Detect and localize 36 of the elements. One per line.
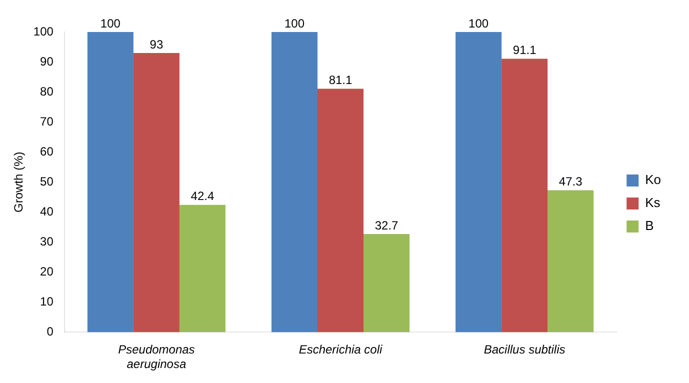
y-tick-label: 60	[40, 144, 54, 158]
bar	[271, 32, 318, 332]
data-label: 32.7	[374, 218, 399, 232]
data-label: 100	[100, 16, 121, 30]
data-label: 100	[284, 16, 305, 30]
bar	[318, 88, 364, 332]
data-label: 100	[468, 16, 489, 30]
x-tick-label: Escherichia coli	[298, 342, 383, 357]
data-label: 42.4	[190, 189, 214, 204]
y-axis-title: Growth (%)	[12, 152, 26, 212]
bar	[548, 190, 594, 332]
y-tick-label: 10	[40, 294, 54, 308]
legend-label: B	[645, 218, 654, 234]
data-label: 81.1	[328, 73, 353, 88]
bar	[502, 58, 548, 332]
y-tick-label: 30	[40, 234, 54, 248]
legend-label: Ks	[645, 195, 661, 210]
data-label: 47.3	[558, 174, 583, 189]
bar	[179, 204, 226, 332]
y-tick-label: 50	[40, 174, 54, 188]
y-tick-label: 40	[40, 204, 54, 218]
y-tick-label: 0	[46, 324, 54, 339]
data-label: 91.1	[512, 43, 537, 58]
x-tick-label: Bacillus subtilis	[484, 342, 566, 357]
y-tick-label: 20	[40, 264, 54, 278]
x-tick-label: Pseudomonas aeruginosa	[118, 342, 195, 372]
y-tick-label: 90	[40, 54, 54, 68]
y-tick-label: 100	[33, 24, 54, 38]
bar	[364, 234, 410, 332]
y-tick-label: 80	[40, 84, 54, 98]
bar	[87, 32, 134, 332]
bar	[133, 53, 180, 332]
data-label: 93	[150, 37, 164, 52]
bar	[456, 32, 502, 332]
y-tick-label: 70	[40, 114, 54, 128]
legend-label: Ko	[645, 172, 662, 188]
